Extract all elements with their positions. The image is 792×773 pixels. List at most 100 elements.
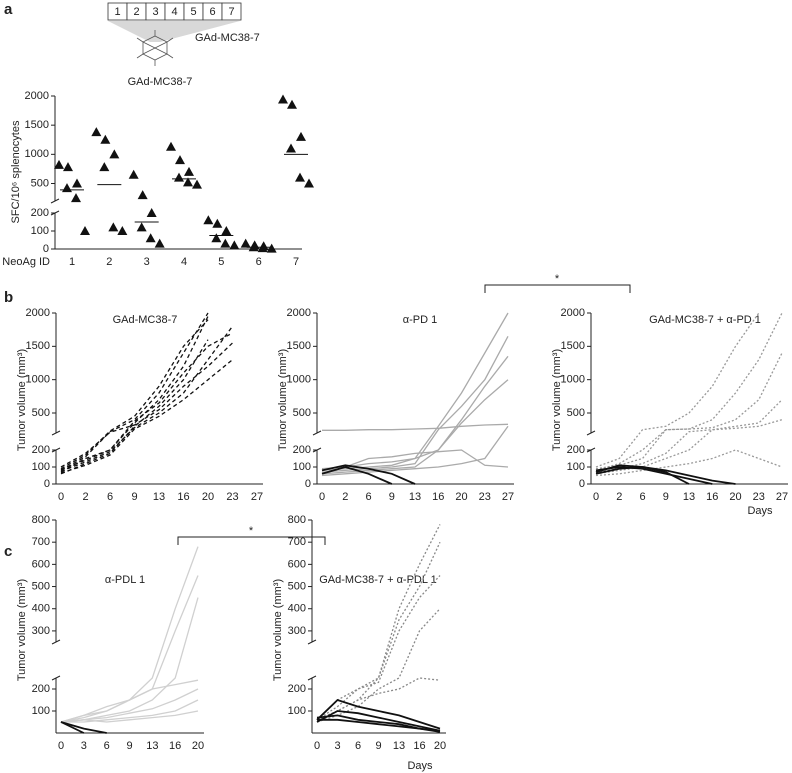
chart-title: GAd-MC38-7 + α-PD 1 (649, 314, 761, 326)
data-point (184, 166, 194, 176)
axis-break (51, 639, 61, 645)
data-point (137, 190, 148, 200)
y-tick-label: 500 (293, 407, 311, 419)
y-tick-label: 600 (288, 558, 306, 570)
series-line (60, 325, 234, 472)
y-tick-label: 100 (31, 225, 49, 237)
data-point (221, 226, 232, 235)
series-line (321, 312, 509, 472)
y-tick-label: 200 (31, 207, 49, 219)
data-point (174, 172, 184, 182)
series-line (316, 698, 441, 730)
axis-break (307, 675, 317, 681)
y-tick-label: 1500 (25, 119, 49, 131)
data-point (80, 226, 90, 235)
y-tick-label: 500 (567, 407, 585, 419)
y-tick-label: 2000 (26, 307, 50, 319)
data-point (63, 162, 73, 172)
x-tick-label: 7 (293, 256, 299, 268)
series-line (316, 541, 441, 721)
panel-label: c (4, 543, 12, 560)
y-tick-label: 300 (288, 625, 306, 637)
data-point (175, 155, 185, 165)
axis-break (307, 639, 317, 645)
data-point (136, 222, 147, 232)
epitope-label: 2 (133, 6, 139, 18)
x-tick-label: 13 (153, 491, 165, 503)
y-tick-label: 0 (305, 478, 311, 490)
y-tick-label: 1500 (561, 340, 585, 352)
y-tick-label: 2000 (25, 90, 49, 102)
x-tick-label: 9 (375, 740, 381, 752)
series-line (595, 466, 690, 485)
x-tick-label: 2 (82, 491, 88, 503)
series-line (60, 721, 85, 734)
x-tick-label: 27 (776, 491, 788, 503)
y-tick-label: 100 (32, 461, 50, 473)
x-tick-label: 16 (169, 740, 181, 752)
series-line (595, 449, 783, 477)
y-tick-label: 200 (293, 444, 311, 456)
series-line (60, 342, 233, 468)
x-tick-label: 27 (251, 491, 263, 503)
data-point (287, 99, 297, 109)
y-tick-label: 800 (32, 514, 50, 526)
series-line (61, 699, 199, 723)
x-tick-label: 1 (69, 256, 75, 268)
epitope-label: 3 (152, 6, 158, 18)
y-tick-label: 1500 (26, 340, 50, 352)
data-point (154, 238, 165, 248)
x-tick-label: 9 (663, 491, 669, 503)
data-point (286, 143, 296, 153)
chart-title: α-PD 1 (403, 314, 437, 326)
series-line (60, 710, 199, 723)
x-tick-label: 20 (434, 740, 446, 752)
data-point (108, 222, 119, 232)
series-line (321, 464, 416, 485)
x-tick-label: 6 (104, 740, 110, 752)
axis-break (51, 430, 61, 436)
data-point (100, 134, 111, 144)
chart-title: GAd-MC38-7 (113, 314, 178, 326)
data-point (91, 127, 102, 137)
significance-bracket (484, 284, 631, 293)
x-tick-label: 5 (218, 256, 224, 268)
y-tick-label: 100 (288, 705, 306, 717)
y-tick-label: 0 (44, 478, 50, 490)
series-line (322, 423, 509, 431)
x-tick-label: 13 (683, 491, 695, 503)
data-point (304, 178, 314, 188)
y-tick-label: 200 (32, 683, 50, 695)
data-point (192, 179, 202, 189)
epitope-label: 6 (209, 6, 215, 18)
series-line (60, 316, 209, 473)
x-tick-label: 4 (181, 256, 187, 268)
vector-icon (136, 30, 174, 66)
data-point (128, 169, 139, 179)
y-axis-label: SFC/10⁶ splenocytes (10, 120, 22, 223)
y-tick-label: 100 (567, 461, 585, 473)
data-point (117, 226, 128, 235)
chart-title: GAd-MC38-7 (128, 76, 193, 88)
panel-label: a (4, 1, 13, 18)
data-point (109, 149, 120, 159)
y-tick-label: 2000 (561, 307, 585, 319)
series-line (595, 466, 713, 485)
y-tick-label: 400 (288, 603, 306, 615)
x-tick-label: 6 (639, 491, 645, 503)
x-tick-label: 20 (455, 491, 467, 503)
data-point (203, 215, 214, 225)
x-axis-label: NeoAg ID (2, 256, 50, 268)
data-point (278, 94, 288, 104)
x-tick-label: 6 (365, 491, 371, 503)
data-point (229, 240, 240, 250)
y-axis-label: Tumor volume (mm³) (16, 349, 28, 451)
y-tick-label: 200 (567, 444, 585, 456)
y-tick-label: 400 (32, 603, 50, 615)
x-tick-label: 0 (593, 491, 599, 503)
y-axis-label: Tumor volume (mm³) (16, 579, 28, 681)
x-tick-label: 0 (314, 740, 320, 752)
x-tick-label: 3 (334, 740, 340, 752)
x-tick-label: 13 (393, 740, 405, 752)
